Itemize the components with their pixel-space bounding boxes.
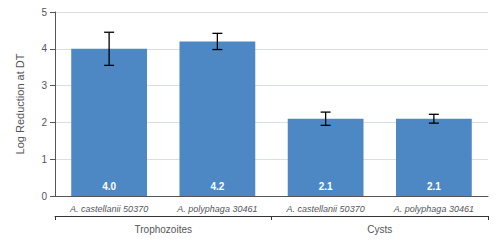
svg-text:3: 3 (41, 80, 47, 91)
svg-text:Cysts: Cysts (367, 224, 392, 235)
svg-text:4.0: 4.0 (102, 181, 116, 192)
svg-text:4.2: 4.2 (210, 181, 224, 192)
svg-text:2.1: 2.1 (319, 181, 333, 192)
svg-text:A. polyphaga 30461: A. polyphaga 30461 (393, 204, 474, 214)
svg-text:5: 5 (41, 7, 47, 18)
svg-text:2.1: 2.1 (427, 181, 441, 192)
svg-text:A. polyphaga 30461: A. polyphaga 30461 (176, 204, 257, 214)
svg-text:Trophozoites: Trophozoites (135, 224, 192, 235)
svg-text:A. castellanii 50370: A. castellanii 50370 (69, 204, 148, 214)
svg-text:A. castellanii 50370: A. castellanii 50370 (286, 204, 365, 214)
svg-text:0: 0 (41, 191, 47, 202)
svg-text:1: 1 (41, 154, 47, 165)
svg-text:4: 4 (41, 43, 47, 54)
svg-text:2: 2 (41, 117, 47, 128)
svg-text:Log Reduction at DT: Log Reduction at DT (14, 53, 26, 154)
